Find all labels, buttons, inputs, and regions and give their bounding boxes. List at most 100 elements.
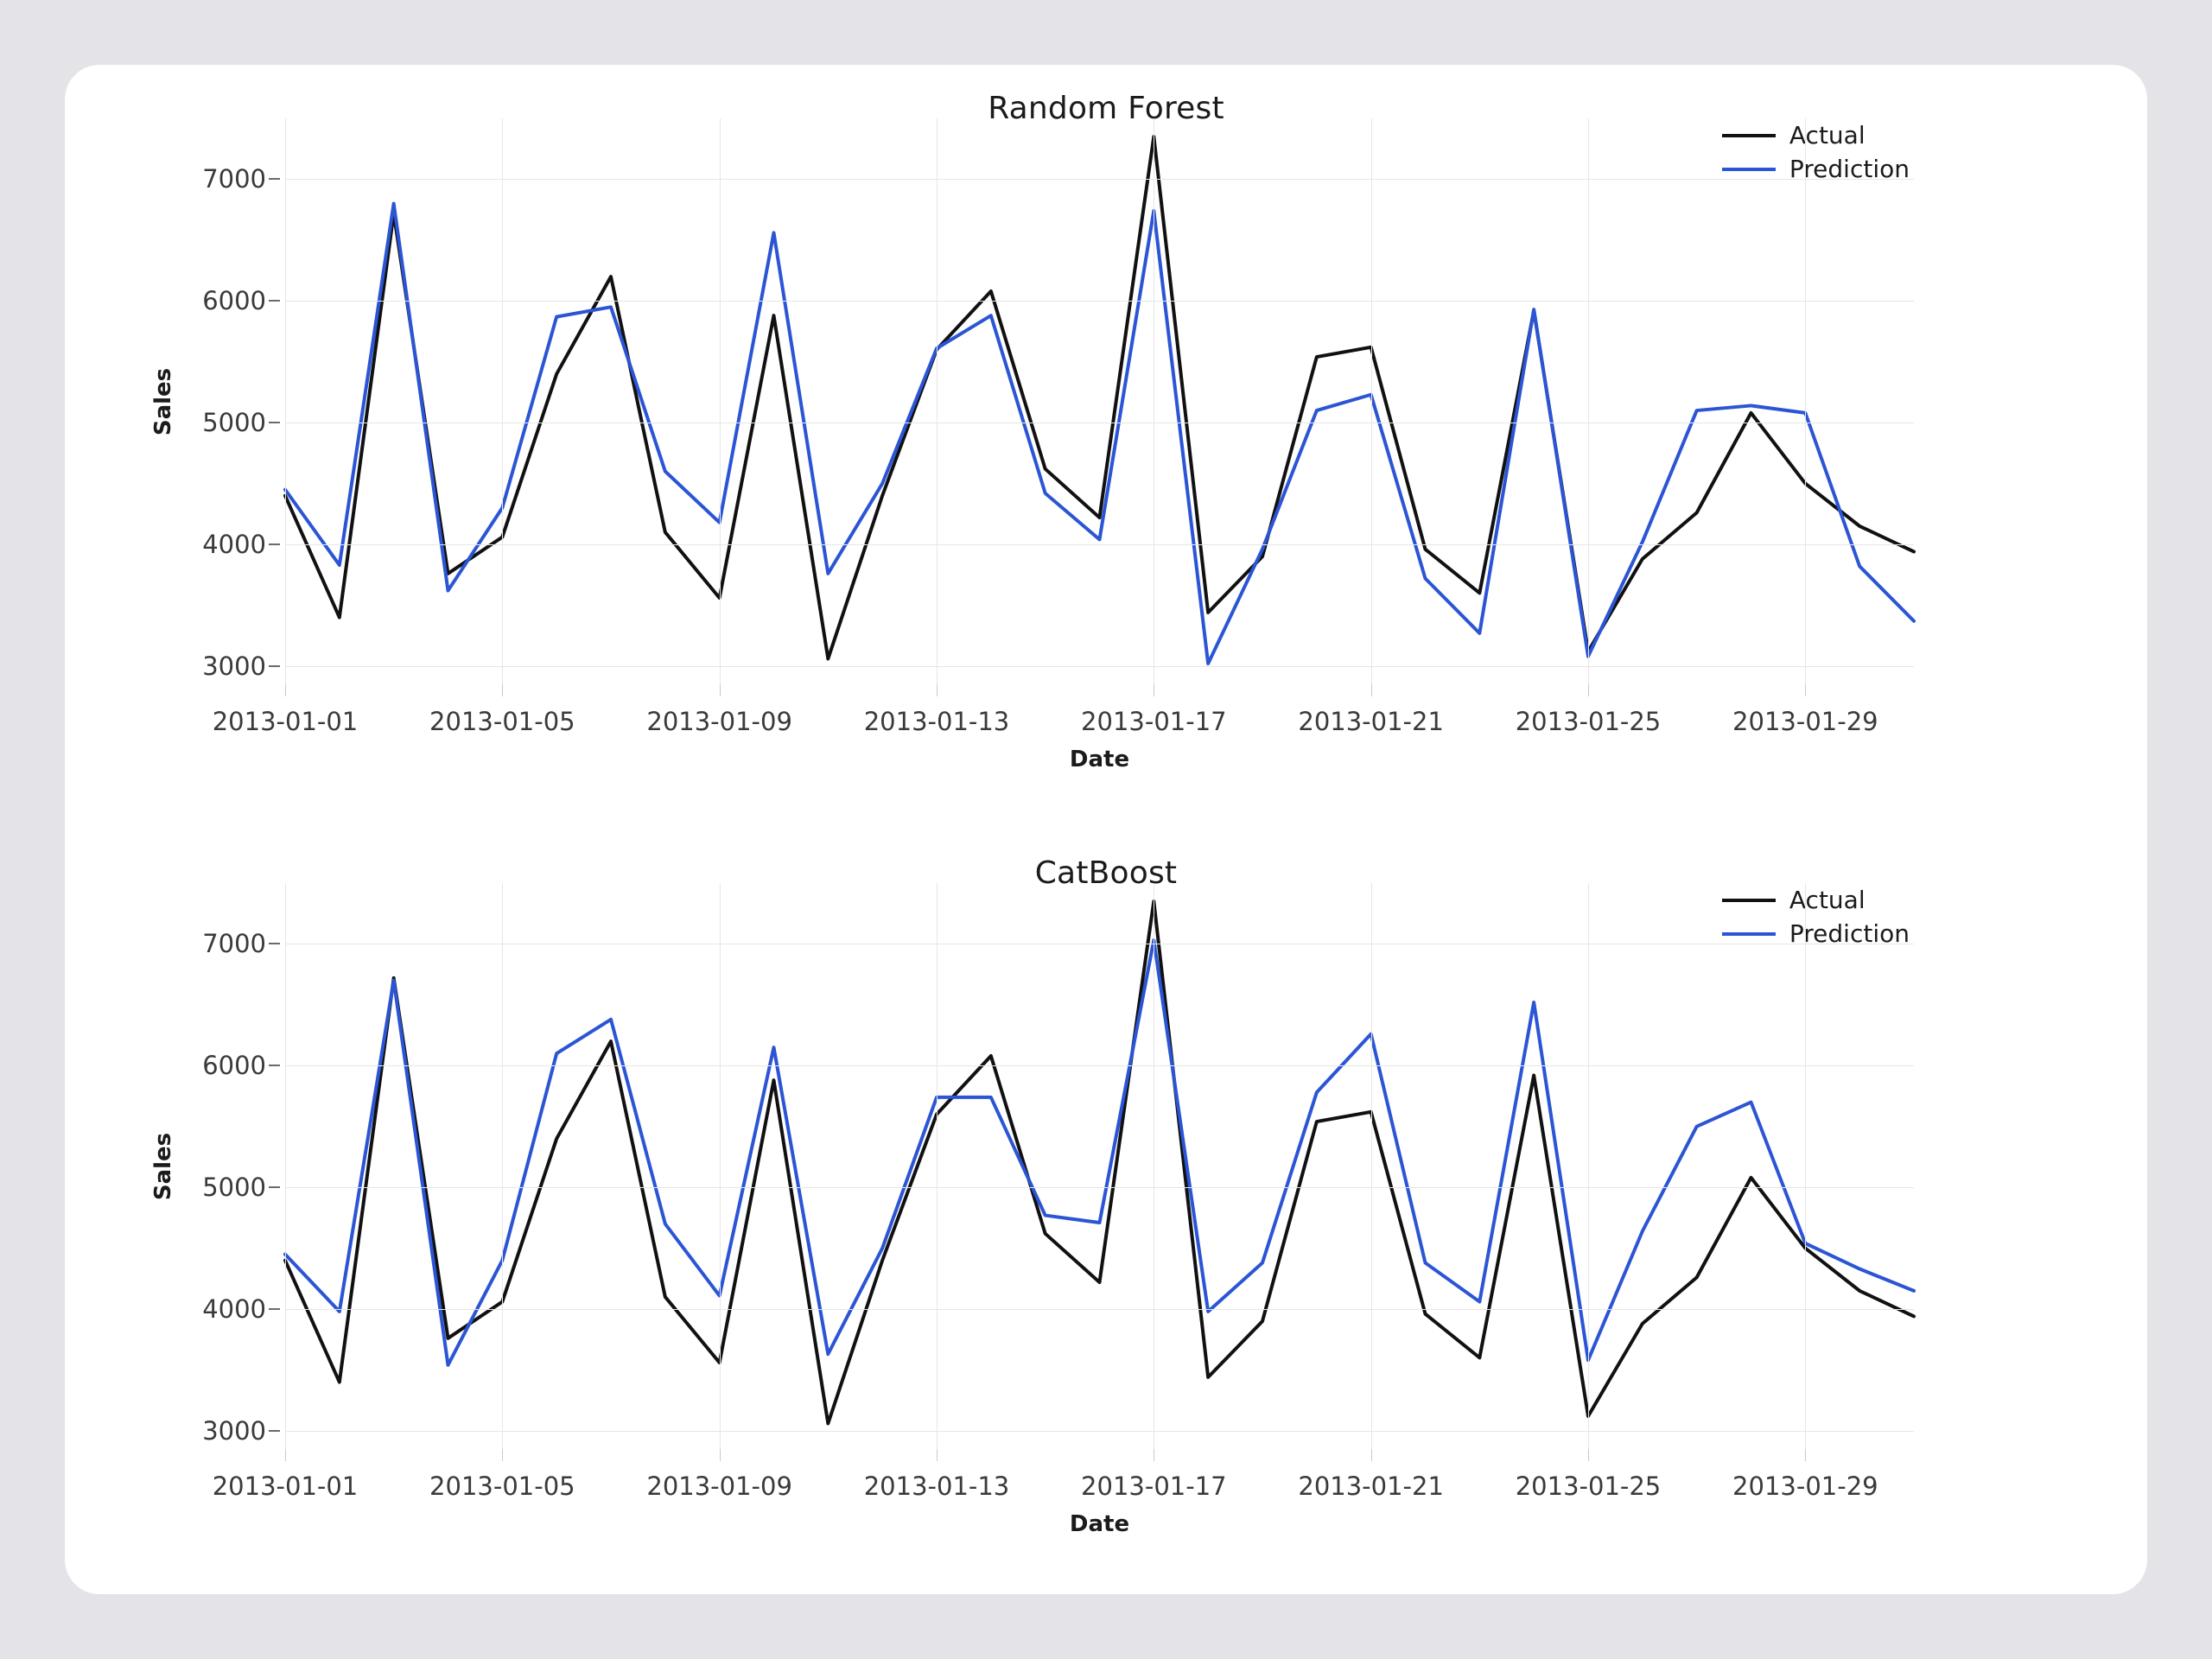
y-tick-label: 3000: [202, 651, 266, 681]
y-tick-mark: [269, 943, 280, 945]
x-tick-mark: [937, 684, 938, 696]
x-gridline: [285, 883, 286, 1449]
legend-item-prediction: Prediction: [1721, 919, 1910, 948]
y-tick-label: 7000: [202, 164, 266, 194]
x-tick-label: 2013-01-21: [1298, 1471, 1444, 1501]
x-tick-mark: [1370, 684, 1372, 696]
x-tick-label: 2013-01-01: [212, 707, 359, 736]
y-tick-mark: [269, 422, 280, 424]
legend-swatch-prediction: [1721, 167, 1776, 171]
x-tick-mark: [502, 684, 504, 696]
x-gridline: [1805, 883, 1807, 1449]
x-tick-mark: [1370, 1449, 1372, 1461]
x-tick-mark: [285, 684, 286, 696]
x-tick-mark: [719, 684, 721, 696]
x-tick-mark: [719, 1449, 721, 1461]
series-line-actual: [283, 135, 1916, 661]
chart-legend-random-forest: Actual Prediction: [1713, 114, 1922, 190]
y-tick-mark: [269, 1429, 280, 1432]
x-tick-mark: [1805, 1449, 1807, 1461]
x-tick-label: 2013-01-29: [1732, 707, 1878, 736]
legend-swatch-actual: [1721, 898, 1776, 902]
y-tick-label: 5000: [202, 408, 266, 438]
x-tick-mark: [1805, 684, 1807, 696]
y-gridline: [285, 1065, 1914, 1067]
x-tick-label: 2013-01-01: [212, 1471, 359, 1501]
x-tick-mark: [285, 1449, 286, 1461]
y-tick-label: 6000: [202, 1051, 266, 1081]
chart-title-random-forest: Random Forest: [988, 91, 1224, 126]
y-gridline: [285, 301, 1914, 302]
x-tick-label: 2013-01-17: [1081, 1471, 1227, 1501]
y-tick-mark: [269, 1308, 280, 1310]
legend-label-prediction: Prediction: [1789, 919, 1910, 948]
y-gridline: [285, 665, 1914, 667]
legend-label-actual: Actual: [1789, 121, 1866, 149]
legend-item-actual: Actual: [1721, 121, 1910, 149]
x-gridline: [1370, 118, 1372, 684]
x-tick-label: 2013-01-05: [429, 1471, 575, 1501]
x-gridline: [937, 883, 938, 1449]
y-tick-mark: [269, 664, 280, 667]
legend-label-prediction: Prediction: [1789, 155, 1910, 183]
chart-title-catboost: CatBoost: [1034, 855, 1178, 891]
series-line-prediction: [283, 201, 1916, 666]
y-tick-label: 5000: [202, 1173, 266, 1203]
y-tick-mark: [269, 543, 280, 545]
x-tick-label: 2013-01-09: [646, 1471, 792, 1501]
y-axis-label: Sales: [150, 1132, 177, 1200]
x-gridline: [1370, 883, 1372, 1449]
plot-area-catboost: Sales Date Actual Prediction 3000 4000 500…: [150, 879, 1922, 1537]
x-gridline: [1805, 118, 1807, 684]
x-gridline: [502, 883, 504, 1449]
chart-card: Random Forest Sales Date Actual Predicti…: [65, 65, 2147, 1594]
legend-swatch-actual: [1721, 133, 1776, 137]
y-axis-label: Sales: [150, 367, 177, 435]
x-tick-label: 2013-01-25: [1515, 1471, 1662, 1501]
x-tick-label: 2013-01-13: [863, 707, 1010, 736]
y-tick-label: 4000: [202, 1294, 266, 1324]
legend-label-actual: Actual: [1789, 886, 1866, 914]
x-tick-label: 2013-01-09: [646, 707, 792, 736]
y-tick-label: 3000: [202, 1415, 266, 1446]
legend-swatch-prediction: [1721, 931, 1776, 936]
y-tick-mark: [269, 1065, 280, 1067]
x-axis-label: Date: [1069, 1511, 1130, 1537]
x-gridline: [285, 118, 286, 684]
chart-panel-random-forest: Random Forest Sales Date Actual Predicti…: [65, 65, 2147, 830]
x-gridline: [719, 118, 721, 684]
chart-panel-catboost: CatBoost Sales Date Actual Prediction 30…: [65, 830, 2147, 1594]
x-tick-label: 2013-01-17: [1081, 707, 1227, 736]
x-tick-label: 2013-01-13: [863, 1471, 1010, 1501]
y-tick-mark: [269, 300, 280, 302]
chart-legend-catboost: Actual Prediction: [1713, 879, 1922, 955]
plot-area-random-forest: Sales Date Actual Prediction 3000 4000 500…: [150, 114, 1922, 772]
y-gridline: [285, 1309, 1914, 1310]
x-tick-mark: [1588, 1449, 1589, 1461]
series-canvas: [283, 135, 1916, 666]
series-canvas: [283, 899, 1916, 1426]
x-gridline: [719, 883, 721, 1449]
x-gridline: [937, 118, 938, 684]
x-tick-mark: [937, 1449, 938, 1461]
y-tick-label: 4000: [202, 530, 266, 559]
y-tick-mark: [269, 1186, 280, 1189]
x-tick-label: 2013-01-05: [429, 707, 575, 736]
y-gridline: [285, 179, 1914, 181]
y-gridline: [285, 1430, 1914, 1432]
series-line-prediction: [283, 938, 1916, 1367]
legend-item-actual: Actual: [1721, 886, 1910, 914]
x-tick-mark: [502, 1449, 504, 1461]
legend-item-prediction: Prediction: [1721, 155, 1910, 183]
x-gridline: [502, 118, 504, 684]
y-gridline: [285, 544, 1914, 545]
x-gridline: [1588, 118, 1589, 684]
x-tick-mark: [1588, 684, 1589, 696]
y-tick-label: 6000: [202, 286, 266, 316]
x-tick-label: 2013-01-29: [1732, 1471, 1878, 1501]
x-tick-label: 2013-01-21: [1298, 707, 1444, 736]
x-tick-label: 2013-01-25: [1515, 707, 1662, 736]
x-gridline: [1588, 883, 1589, 1449]
y-gridline: [285, 1187, 1914, 1189]
x-axis-label: Date: [1069, 747, 1130, 772]
